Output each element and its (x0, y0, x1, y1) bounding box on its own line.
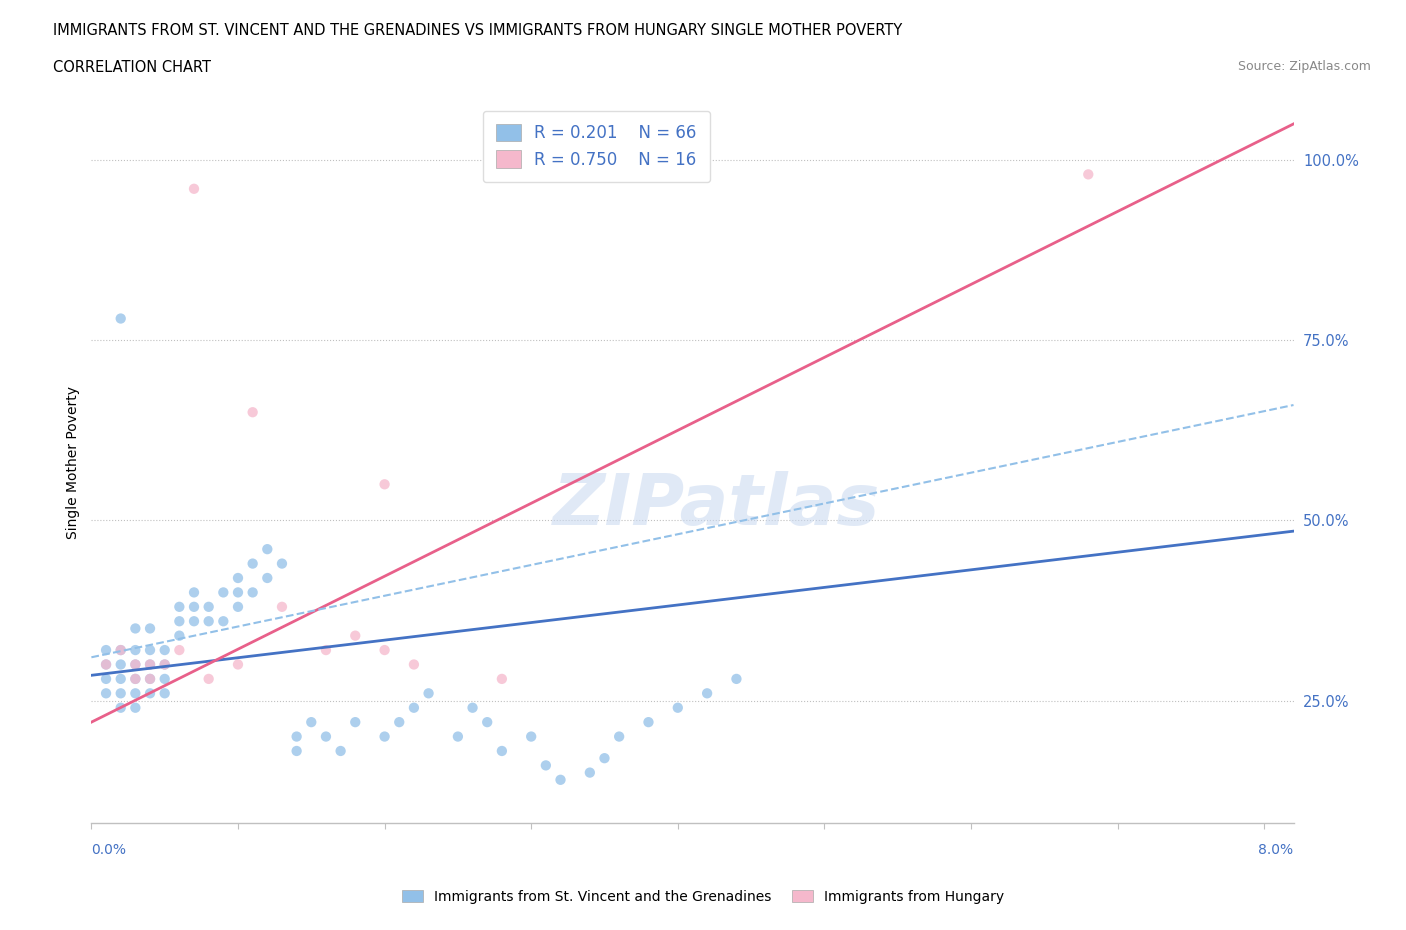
Point (491, 744, 513, 759)
Point (139, 643, 162, 658)
Point (139, 657, 162, 671)
Point (139, 671, 162, 686)
Point (226, 600, 249, 615)
Point (110, 643, 132, 658)
Point (271, 556, 294, 571)
Point (534, 758, 557, 773)
Point (461, 700, 484, 715)
Point (418, 686, 440, 701)
Point (212, 614, 235, 629)
Point (256, 570, 278, 586)
Point (1077, 167, 1099, 182)
Point (374, 477, 396, 492)
Point (226, 585, 249, 600)
Point (110, 643, 132, 658)
Point (183, 585, 205, 600)
Text: ZIPatlas: ZIPatlas (553, 472, 880, 540)
Point (579, 765, 602, 780)
Point (153, 657, 176, 671)
Point (169, 629, 191, 644)
Point (256, 541, 278, 556)
Point (388, 714, 411, 729)
Point (153, 671, 176, 686)
Point (124, 686, 146, 701)
Point (124, 671, 146, 686)
Legend: Immigrants from St. Vincent and the Grenadines, Immigrants from Hungary: Immigrants from St. Vincent and the Gren… (396, 884, 1010, 910)
Point (153, 643, 176, 658)
Point (447, 729, 470, 744)
Point (124, 700, 146, 715)
Point (550, 772, 572, 787)
Point (139, 671, 162, 686)
Point (139, 621, 162, 636)
Text: IMMIGRANTS FROM ST. VINCENT AND THE GRENADINES VS IMMIGRANTS FROM HUNGARY SINGLE: IMMIGRANTS FROM ST. VINCENT AND THE GREN… (53, 23, 903, 38)
Point (607, 729, 630, 744)
Point (226, 657, 249, 671)
Point (344, 629, 367, 644)
Point (344, 714, 367, 729)
Point (402, 657, 425, 671)
Point (197, 600, 219, 615)
Point (315, 729, 337, 744)
Point (110, 671, 132, 686)
Point (124, 671, 146, 686)
Point (271, 600, 294, 615)
Point (110, 312, 132, 326)
Point (110, 657, 132, 671)
Point (242, 405, 264, 419)
Point (124, 657, 146, 671)
Point (593, 751, 616, 765)
Point (666, 700, 689, 715)
Text: CORRELATION CHART: CORRELATION CHART (53, 60, 211, 75)
Point (477, 714, 499, 729)
Point (139, 686, 162, 701)
Y-axis label: Single Mother Poverty: Single Mother Poverty (66, 386, 80, 539)
Point (197, 671, 219, 686)
Point (285, 744, 308, 759)
Point (226, 570, 249, 586)
Point (94, 657, 117, 671)
Point (169, 600, 191, 615)
Point (374, 729, 396, 744)
Point (153, 686, 176, 701)
Point (124, 657, 146, 671)
Text: 8.0%: 8.0% (1258, 843, 1294, 857)
Text: 0.0%: 0.0% (91, 843, 127, 857)
Legend: R = 0.201    N = 66, R = 0.750    N = 16: R = 0.201 N = 66, R = 0.750 N = 16 (482, 111, 710, 182)
Point (94, 643, 117, 658)
Point (491, 671, 513, 686)
Point (374, 643, 396, 658)
Point (153, 657, 176, 671)
Point (169, 643, 191, 658)
Point (94, 657, 117, 671)
Point (94, 686, 117, 701)
Point (183, 614, 205, 629)
Point (212, 585, 235, 600)
Point (520, 729, 543, 744)
Point (242, 556, 264, 571)
Point (124, 621, 146, 636)
Point (285, 729, 308, 744)
Point (725, 671, 748, 686)
Point (637, 714, 659, 729)
Point (110, 686, 132, 701)
Point (242, 585, 264, 600)
Text: Source: ZipAtlas.com: Source: ZipAtlas.com (1237, 60, 1371, 73)
Point (169, 614, 191, 629)
Point (94, 671, 117, 686)
Point (696, 686, 718, 701)
Point (139, 657, 162, 671)
Point (299, 714, 322, 729)
Point (329, 744, 352, 759)
Point (110, 700, 132, 715)
Point (124, 643, 146, 658)
Point (402, 700, 425, 715)
Point (315, 643, 337, 658)
Point (197, 614, 219, 629)
Point (183, 181, 205, 196)
Point (183, 600, 205, 615)
